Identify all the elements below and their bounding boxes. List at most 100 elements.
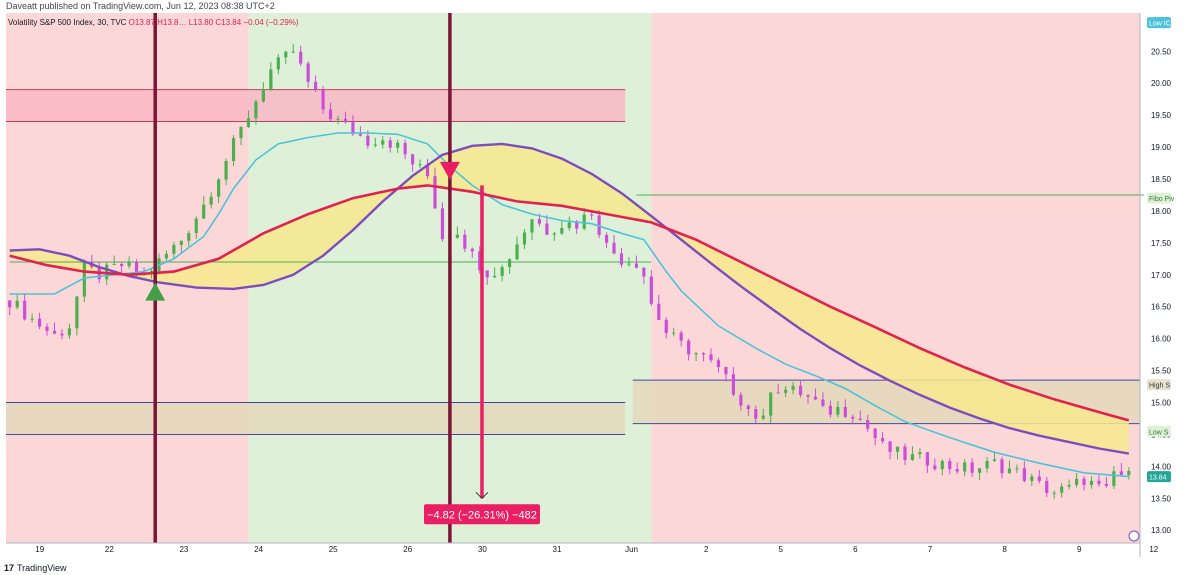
candle-body — [649, 276, 653, 304]
cloud-fill — [9, 143, 1129, 454]
candle-body — [776, 392, 780, 394]
right-price-label: Fibo Piv — [1147, 192, 1175, 204]
right-price-label: Low IC — [1147, 17, 1171, 29]
y-tick-label: 20.50 — [1151, 47, 1172, 56]
candle-body — [843, 406, 847, 417]
x-tick-label: 22 — [105, 545, 114, 554]
candle-body — [187, 233, 191, 241]
candle-body — [1045, 480, 1049, 493]
right-price-label: High S — [1147, 379, 1171, 391]
candle-body — [552, 233, 556, 235]
candle-body — [1052, 492, 1056, 494]
candle-body — [761, 415, 765, 419]
candle-body — [1030, 476, 1034, 481]
measure-label: −4.82 (−26.31%) −482 — [423, 504, 540, 525]
candle-body — [851, 416, 855, 419]
candle-body — [687, 340, 691, 355]
candle-body — [612, 242, 616, 254]
candle-body — [396, 142, 400, 148]
candle-body — [403, 142, 407, 155]
candle-body — [15, 300, 19, 308]
candle-body — [336, 118, 340, 120]
candle-body — [224, 160, 228, 180]
right-price-label-text: Low IC — [1149, 21, 1171, 28]
candle-body — [679, 332, 683, 341]
x-tick-label: Jun — [625, 545, 638, 554]
candle-body — [701, 353, 706, 355]
published-text: Daveatt published on TradingView.com, Ju… — [6, 1, 275, 11]
candle-body — [530, 219, 534, 233]
candle-body — [791, 385, 795, 390]
candle-body — [724, 367, 728, 375]
y-tick-label: 15.50 — [1151, 367, 1172, 376]
candle-body — [903, 446, 907, 461]
candle-body — [575, 222, 579, 229]
candle-body — [373, 144, 377, 146]
candle-body — [1119, 471, 1123, 475]
range-box-1 — [6, 402, 626, 435]
candle-body — [977, 468, 982, 473]
candle-body — [784, 389, 788, 393]
candle-body — [828, 405, 832, 415]
y-tick-label: 15.00 — [1151, 399, 1172, 408]
right-price-label-bg — [1147, 17, 1171, 29]
candle-body — [1007, 468, 1012, 474]
candle-body — [470, 248, 474, 252]
x-tick-label: 23 — [179, 545, 188, 554]
y-tick-label: 18.50 — [1151, 175, 1172, 184]
candle-body — [179, 240, 183, 245]
candle-body — [567, 222, 571, 229]
candle-body — [60, 333, 64, 336]
candle-body — [873, 428, 877, 439]
right-price-label-text: High S — [1149, 383, 1170, 390]
buy-arrow-icon — [145, 282, 166, 301]
x-tick-label: 24 — [254, 545, 263, 554]
x-tick-label: 5 — [779, 545, 784, 554]
candle-body — [418, 164, 422, 166]
candle-body — [1037, 476, 1041, 481]
candle-body — [672, 332, 676, 334]
sma-slow-line — [9, 184, 1130, 422]
candle-body — [910, 454, 915, 461]
x-tick-label: 12 — [1149, 545, 1158, 554]
x-tick-label: 9 — [1077, 545, 1082, 554]
y-tick-label: 17.00 — [1151, 271, 1172, 280]
right-price-label: 13.84 — [1147, 471, 1171, 483]
candle-body — [75, 296, 79, 329]
range-box-0 — [6, 89, 626, 122]
footer: 17 TradingView — [4, 561, 67, 575]
candle-body — [560, 228, 564, 234]
candle-body — [1104, 484, 1109, 486]
candle-body — [284, 51, 288, 58]
candle-body — [1127, 470, 1131, 475]
candle-body — [209, 196, 213, 205]
candle-body — [657, 303, 661, 320]
x-tick-label: 25 — [329, 545, 338, 554]
x-tick-label: 8 — [1002, 545, 1007, 554]
candle-body — [836, 406, 840, 415]
candle-body — [582, 214, 586, 229]
candle-body — [1112, 471, 1116, 486]
candle-body — [202, 204, 206, 219]
candle-body — [709, 354, 713, 361]
candle-body — [731, 374, 736, 395]
candle-body — [485, 270, 489, 278]
candle-body — [634, 263, 639, 268]
candle-body — [291, 51, 295, 53]
candle-body — [45, 326, 49, 331]
lightning-icon — [1128, 530, 1140, 542]
candle-body — [30, 318, 34, 320]
y-tick-label: 13.50 — [1151, 494, 1172, 503]
candle-body — [194, 218, 198, 234]
candle-body — [1000, 459, 1004, 474]
candle-body — [500, 267, 504, 276]
candle-body — [507, 259, 512, 268]
candle-body — [276, 57, 280, 70]
candle-body — [433, 176, 437, 209]
candle-body — [261, 89, 265, 102]
x-tick-label: 2 — [704, 545, 709, 554]
candle-body — [940, 460, 944, 470]
candle-body — [306, 63, 310, 82]
sine-curve-line — [9, 142, 1130, 455]
